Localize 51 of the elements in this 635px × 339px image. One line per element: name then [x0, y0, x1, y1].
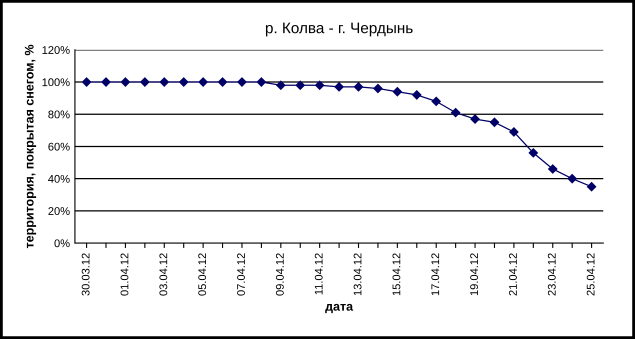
x-tick-label: 07.04.12	[237, 253, 245, 296]
point	[218, 77, 228, 87]
point	[334, 82, 344, 92]
x-tick-label: 01.04.12	[120, 253, 128, 296]
point	[432, 96, 441, 106]
y-tick-label: 20%	[48, 207, 70, 215]
x-tick-label: 23.04.12	[548, 253, 556, 296]
point	[198, 77, 208, 87]
x-tick-label: 03.04.12	[159, 253, 168, 296]
point	[354, 82, 364, 92]
point	[237, 77, 247, 87]
point	[315, 80, 324, 90]
point	[140, 77, 150, 87]
point	[451, 108, 460, 118]
x-axis-title: дата	[325, 304, 354, 314]
point	[412, 90, 422, 100]
point	[392, 87, 402, 96]
point	[470, 114, 480, 124]
x-tick-label: 19.04.12	[470, 253, 478, 296]
point	[179, 77, 188, 87]
point	[548, 164, 558, 174]
chart-title: р. Колва - г. Чердынь	[266, 22, 413, 36]
x-tick-label: 25.04.12	[586, 253, 595, 296]
x-tick-label: 21.04.12	[509, 253, 517, 296]
point	[256, 77, 266, 87]
point	[160, 77, 169, 87]
y-tick-label: 40%	[48, 174, 70, 183]
point	[586, 182, 596, 192]
x-tick-label: 30.03.12	[82, 253, 90, 296]
point	[568, 174, 577, 184]
x-tick-label: 11.04.12	[314, 253, 323, 294]
point	[373, 84, 383, 94]
point	[101, 77, 111, 87]
point	[82, 77, 92, 87]
y-tick-label: 60%	[48, 142, 70, 151]
y-tick-label: 0%	[54, 239, 70, 248]
x-tick-label: 13.04.12	[354, 253, 362, 296]
x-tick-label: 15.04.12	[392, 253, 400, 296]
point	[528, 148, 538, 158]
y-tick-label: 100%	[42, 78, 70, 86]
point	[509, 127, 519, 137]
y-axis-title: территория, покрытая снегом, %	[24, 44, 36, 248]
x-tick-label: 17.04.12	[431, 253, 440, 296]
x-tick-label: 09.04.12	[276, 253, 284, 296]
x-tick-label: 05.04.12	[198, 253, 206, 296]
y-tick-label: 80%	[48, 110, 70, 118]
point	[120, 77, 130, 87]
y-tick-label: 120%	[42, 46, 70, 54]
point	[490, 118, 500, 127]
point	[296, 80, 305, 90]
point	[276, 80, 286, 90]
